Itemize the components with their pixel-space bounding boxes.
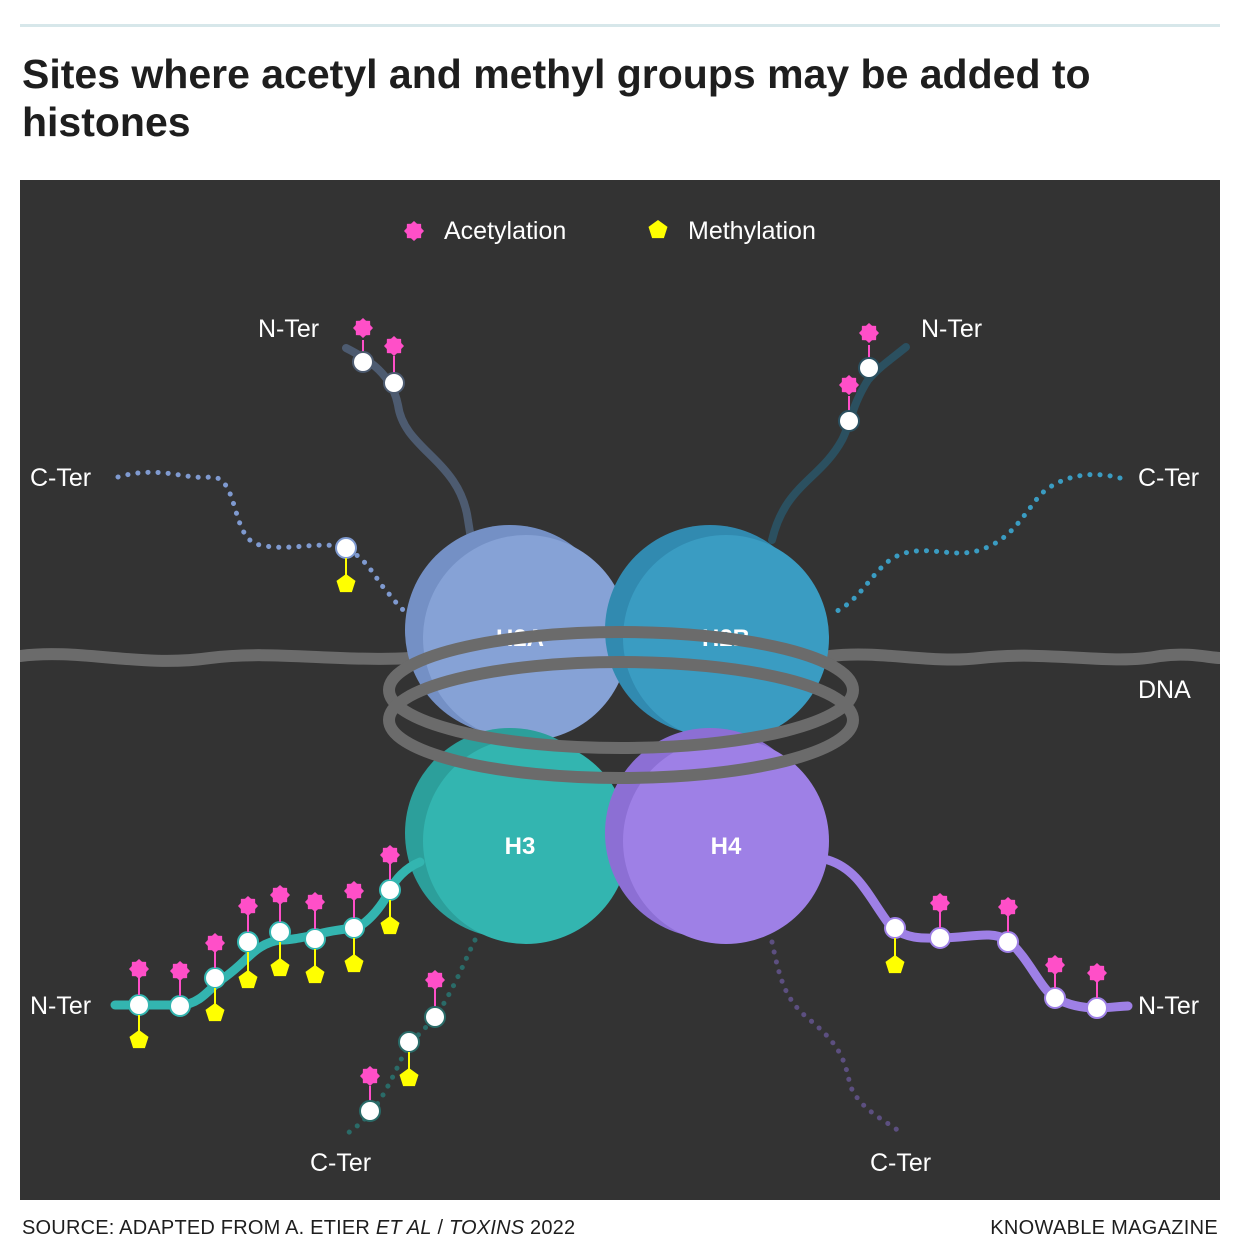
h2a-c-ter-tail — [115, 469, 423, 623]
figure-title: Sites where acetyl and methyl groups may… — [22, 51, 1091, 145]
brand-credit: KNOWABLE MAGAZINE — [990, 1217, 1218, 1239]
legend: Acetylation Methylation — [404, 217, 816, 245]
h2a-c-ter-label: C-Ter — [30, 464, 91, 492]
source-prefix: SOURCE: ADAPTED FROM A. ETIER — [22, 1217, 376, 1239]
dna-label: DNA — [1138, 676, 1191, 704]
h3-n-ter-label: N-Ter — [30, 992, 91, 1020]
source-year: 2022 — [524, 1217, 576, 1239]
legend-acetylation-label: Acetylation — [444, 217, 566, 245]
methylation-legend-icon — [648, 220, 668, 239]
h4-c-ter-tail — [769, 939, 903, 1135]
h4-c-ter-label: C-Ter — [870, 1149, 931, 1177]
source-separator: / — [431, 1217, 449, 1239]
dna-strand — [20, 648, 416, 667]
h4-n-ter-label: N-Ter — [1138, 992, 1199, 1020]
top-rule — [20, 24, 1220, 27]
legend-methylation-label: Methylation — [688, 217, 816, 245]
h2a-n-ter-label: N-Ter — [258, 315, 319, 343]
dna-strand-right — [824, 648, 1220, 666]
diagram-panel: Acetylation Methylation N-Ter N-Ter C-Te… — [20, 180, 1220, 1200]
acetylation-legend-icon — [404, 221, 424, 241]
h3-c-ter-label: C-Ter — [310, 1149, 371, 1177]
h2b-c-ter-tail — [832, 472, 1123, 615]
h3-c-ter-tail — [342, 937, 478, 1138]
h2b-c-ter-label: C-Ter — [1138, 464, 1199, 492]
source-journal: TOXINS — [448, 1217, 525, 1239]
h3-n-ter-tail — [110, 845, 425, 1049]
h4-n-ter-tail — [823, 855, 1133, 1019]
histone-diagram: Acetylation Methylation N-Ter N-Ter C-Te… — [20, 217, 1220, 1177]
dna-wrap — [383, 626, 859, 784]
h2b-n-ter-label: N-Ter — [921, 315, 982, 343]
h2b-n-ter-tail — [768, 323, 910, 544]
h2a-n-ter-tail — [342, 318, 476, 549]
source-authors: ET AL — [375, 1217, 432, 1239]
h4-label: H4 — [711, 833, 742, 860]
h3-label: H3 — [505, 833, 536, 860]
source-credit: SOURCE: ADAPTED FROM A. ETIER ET AL / TO… — [22, 1217, 575, 1240]
